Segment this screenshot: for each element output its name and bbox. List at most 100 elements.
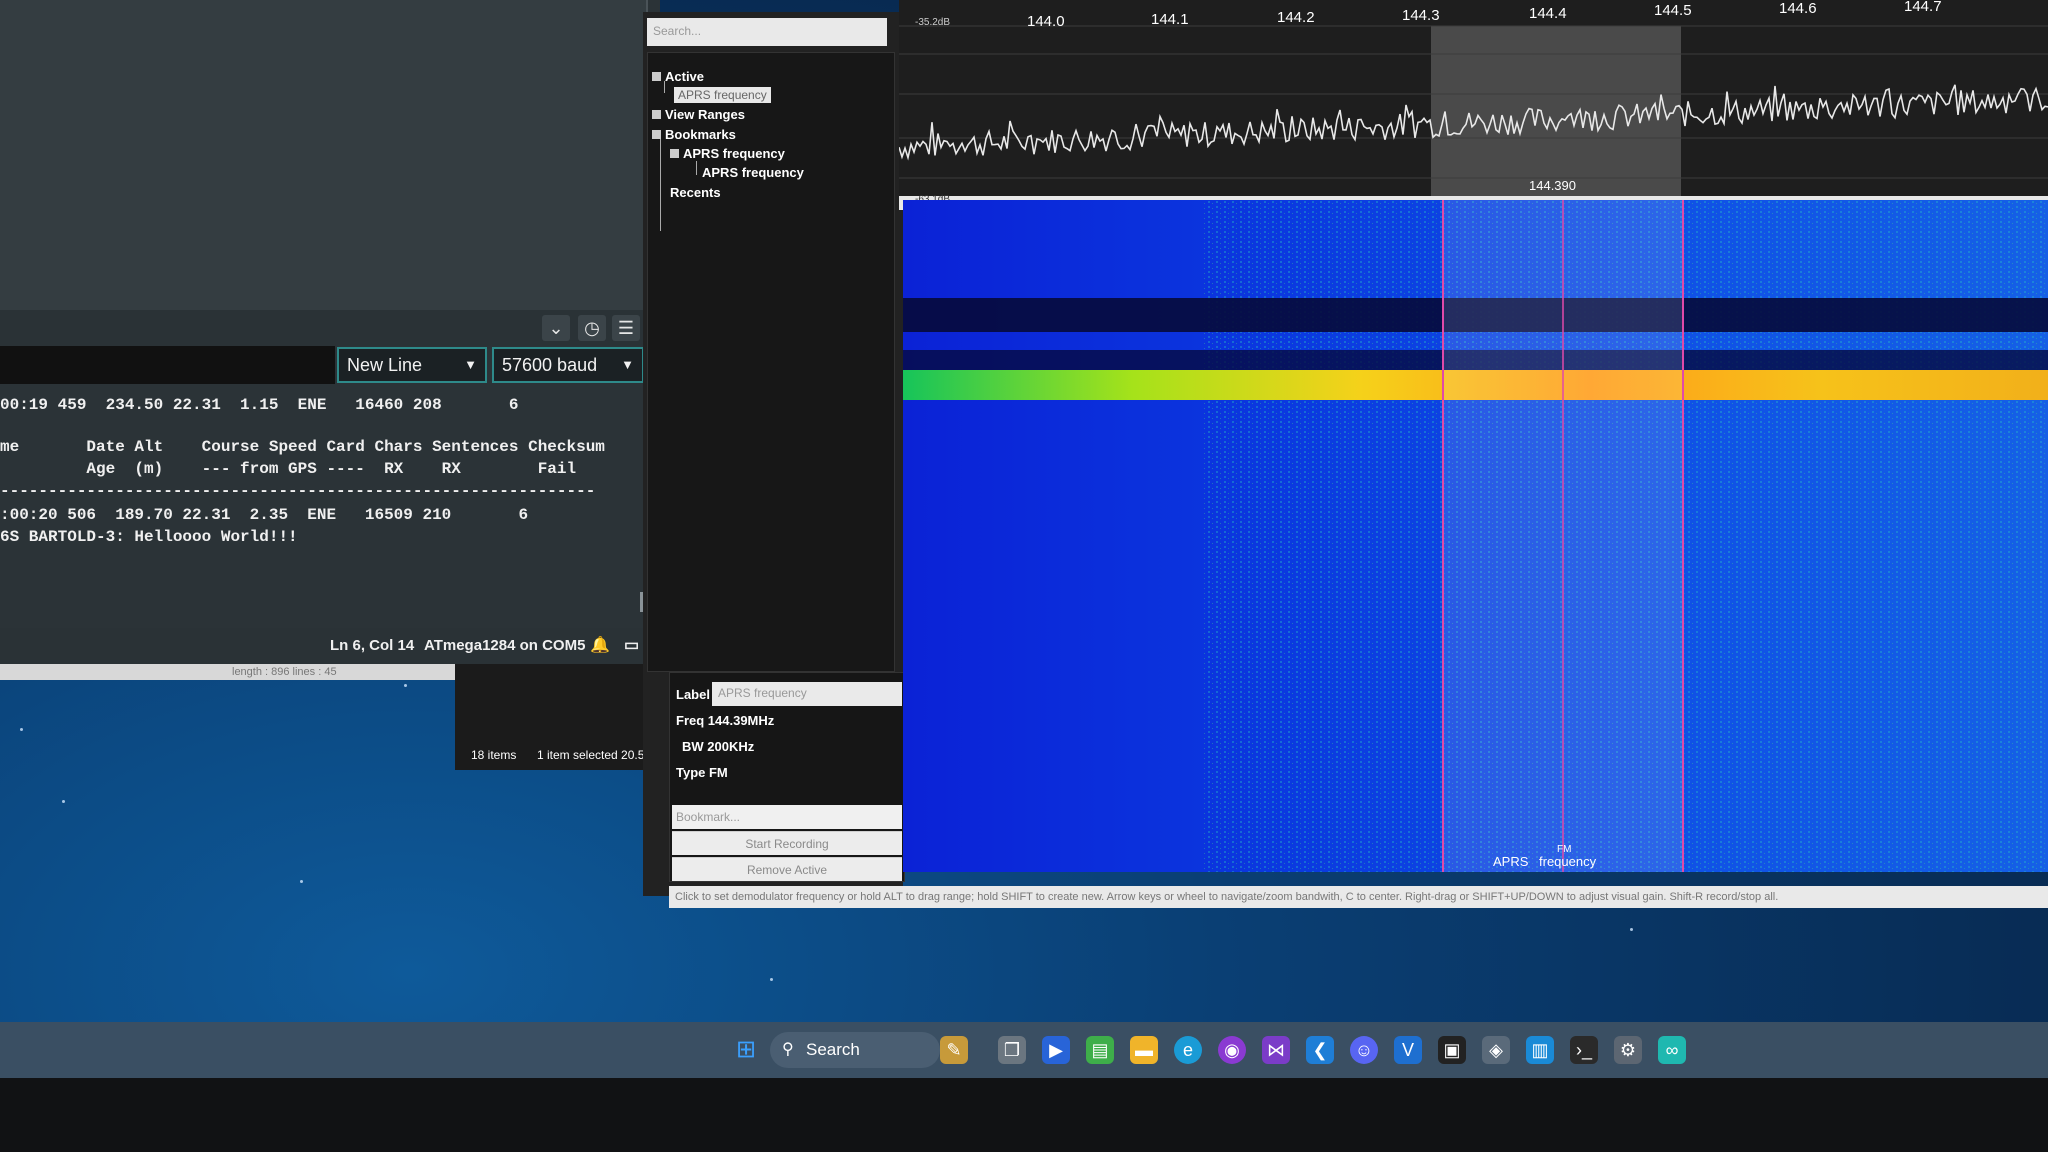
console-icon[interactable]: ›_ [1570,1036,1598,1064]
label-caption: Label [676,687,710,702]
autoscroll-icon[interactable]: ⌄ [542,315,570,341]
editor-status-strip: length : 896 lines : 45 [0,664,455,680]
star [404,684,407,687]
freq-tick: 144.4 [1529,5,1567,22]
star [20,728,23,731]
freq-tick: 144.0 [1027,13,1065,30]
task-view-icon[interactable]: ❐ [998,1036,1026,1064]
timestamp-icon[interactable]: ◷ [578,315,606,341]
menu-icon[interactable]: ☰ [612,315,640,341]
star [1630,928,1633,931]
star [300,880,303,883]
desktop: ⌄ ◷ ☰ New Line ▼ 57600 baud ▼ 00:19 459 … [0,0,2048,1080]
output-line: Age (m) --- from GPS ---- RX RX Fail [0,460,576,478]
item-count: 18 items [471,748,516,762]
expand-icon[interactable] [670,149,679,158]
terminal-icon[interactable]: ▣ [1438,1036,1466,1064]
aprs-label: APRS [1493,854,1529,869]
remove-active-button[interactable]: Remove Active [672,857,902,881]
freq-tick: 144.5 [1654,2,1692,19]
tree-item-active-aprs[interactable]: APRS frequency [674,87,771,102]
expand-icon[interactable] [652,110,661,119]
bookmark-placeholder: Bookmark... [676,810,740,824]
star [770,978,773,981]
line-ending-value: New Line [347,355,422,375]
frequency-label: frequency [1539,854,1597,869]
freq-tick: 144.7 [1904,0,1942,15]
tree-item-active[interactable]: Active [652,69,704,84]
tree-label: Recents [670,185,721,200]
tree-connector [660,139,661,231]
sdr-app-icon[interactable]: ◈ [1482,1036,1510,1064]
spectrum-view[interactable]: -35.2dB -63.1dB 144.0 144.1 144.2 144.3 … [899,0,2048,210]
line-ending-select[interactable]: New Line ▼ [337,347,487,383]
cursor-position: Ln 6, Col 14 [330,637,414,654]
chevron-down-icon: ▼ [464,349,477,381]
freq-tick: 144.6 [1779,0,1817,17]
help-hint-bar: Click to set demodulator frequency or ho… [669,886,2048,908]
serial-monitor-window: ⌄ ◷ ☰ New Line ▼ 57600 baud ▼ 00:19 459 … [0,0,660,664]
freq-tick: 144.2 [1277,9,1315,26]
vscode-icon[interactable]: ❮ [1306,1036,1334,1064]
freq-tick: 144.3 [1402,7,1440,24]
serial-input[interactable] [0,346,335,384]
github-icon[interactable]: ◉ [1218,1036,1246,1064]
tree-label: APRS frequency [702,165,804,180]
tree-label: Bookmarks [665,127,736,142]
output-line: me Date Alt Course Speed Card Chars Sent… [0,438,605,456]
expand-icon[interactable] [652,72,661,81]
tree-item-bookmark-aprs[interactable]: APRS frequency [702,165,804,180]
bell-icon[interactable]: 🔔 [590,635,610,655]
baud-rate-value: 57600 baud [502,355,597,375]
vm-icon[interactable]: V [1394,1036,1422,1064]
windows-start-icon[interactable]: ⊞ [732,1036,760,1064]
serial-upper-pane [0,0,648,310]
expand-icon[interactable] [652,130,661,139]
output-line: ----------------------------------------… [0,482,595,500]
bookmark-properties: Label APRS frequency Freq 144.39MHz BW 2… [669,672,905,882]
freq-value: Freq 144.39MHz [676,713,774,728]
spectrum-graph: -35.2dB -63.1dB 144.0 144.1 144.2 144.3 … [899,0,2048,210]
waterfall-graph: APRS FM frequency [903,200,2048,872]
tree-item-recents[interactable]: Recents [670,185,721,200]
notes-icon[interactable]: ▥ [1526,1036,1554,1064]
tree-connector [664,81,665,93]
serial-toolbar: ⌄ ◷ ☰ [0,310,648,346]
modulation-type: Type FM [676,765,728,780]
settings-app-icon[interactable]: ⚙ [1614,1036,1642,1064]
sdr-side-panel: Search... Active APRS frequency View Ran… [643,12,903,896]
serial-status-bar: Ln 6, Col 14 ATmega1284 on COM5 🔔 ▭ [0,628,660,664]
start-recording-button[interactable]: Start Recording [672,831,902,855]
label-input[interactable]: APRS frequency [712,682,902,706]
taskbar-search[interactable]: ⚲ Search [770,1032,940,1068]
search-icon: ⚲ [782,1032,794,1068]
tree-label: APRS frequency [683,146,785,161]
tree-item-bookmark-group[interactable]: APRS frequency [670,146,785,161]
serial-output: 00:19 459 234.50 22.31 1.15 ENE 16460 20… [0,388,648,628]
tree-label: APRS frequency [674,87,771,103]
center-frequency-label: 144.390 [1529,178,1576,193]
board-port: ATmega1284 on COM5 [424,637,585,654]
tree-item-view-ranges[interactable]: View Ranges [652,107,745,122]
visual-studio-icon[interactable]: ⋈ [1262,1036,1290,1064]
search-label: Search [806,1040,860,1059]
waterfall-view[interactable]: APRS FM frequency [903,200,2048,872]
arduino-icon[interactable]: ∞ [1658,1036,1686,1064]
discord-icon[interactable]: ☺ [1350,1036,1378,1064]
tree-item-bookmarks[interactable]: Bookmarks [652,127,736,142]
label-row: Label APRS frequency [676,687,710,702]
panel-icon[interactable]: ▭ [624,635,639,655]
file-explorer-icon[interactable]: ▬ [1130,1036,1158,1064]
bandwidth-value: BW 200KHz [682,739,754,754]
baud-rate-select[interactable]: 57600 baud ▼ [492,347,644,383]
edge-browser-icon[interactable]: e [1174,1036,1202,1064]
notepad-icon[interactable]: ▤ [1086,1036,1114,1064]
db-top-label: -35.2dB [915,17,950,28]
bookmark-search-input[interactable]: Search... [647,18,887,46]
media-player-icon[interactable]: ▶ [1042,1036,1070,1064]
tree-label: View Ranges [665,107,745,122]
bookmark-tree: Active APRS frequency View Ranges Bookma… [647,52,895,672]
monitor-bezel [0,1078,2048,1152]
widgets-icon[interactable]: ✎ [940,1036,968,1064]
bookmark-select[interactable]: Bookmark... [672,805,902,829]
